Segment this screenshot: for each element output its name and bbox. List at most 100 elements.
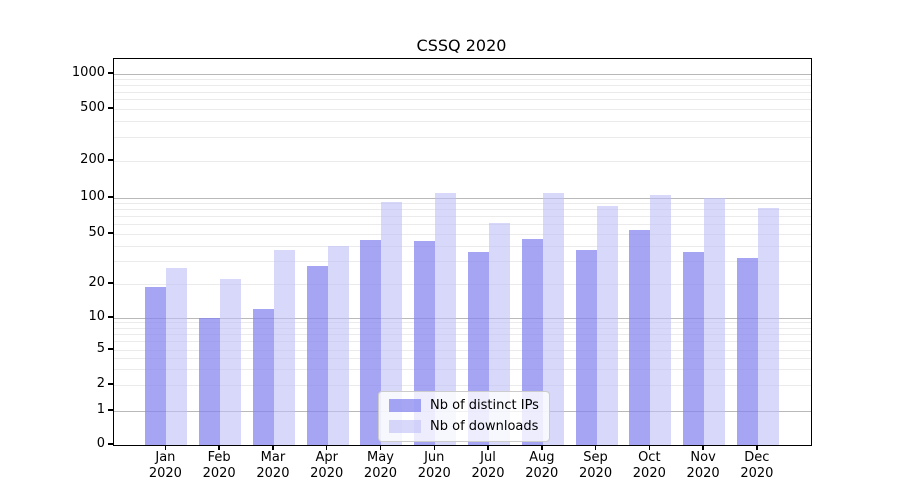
x-tick-month: Nov xyxy=(690,450,716,465)
x-tick-label: Mar 2020 xyxy=(245,450,301,482)
x-tick-label: Jan 2020 xyxy=(137,450,193,482)
legend-item-distinct-ips: Nb of distinct IPs xyxy=(389,397,539,414)
y-tick-mark xyxy=(108,72,113,74)
legend-swatch-downloads xyxy=(389,420,421,433)
y-tick-label: 5 xyxy=(96,341,105,356)
y-tick-mark xyxy=(108,232,113,234)
x-tick-mark xyxy=(379,445,382,450)
bar-downloads xyxy=(704,198,726,445)
y-gridline-minor xyxy=(114,349,811,351)
x-tick-year: 2020 xyxy=(202,466,236,481)
x-tick-mark xyxy=(541,445,543,450)
x-tick-month: Dec xyxy=(744,450,770,465)
x-tick-month: Jan xyxy=(155,450,176,465)
bar-downloads xyxy=(220,278,242,445)
bar-downloads xyxy=(650,194,672,445)
x-tick-year: 2020 xyxy=(471,466,505,481)
x-tick-label: Nov 2020 xyxy=(675,450,731,482)
bar-downloads xyxy=(381,201,403,445)
y-gridline-minor xyxy=(114,202,811,204)
plot-area xyxy=(113,58,812,446)
x-tick-mark xyxy=(648,445,651,450)
x-tick-label: Oct 2020 xyxy=(621,450,677,482)
x-tick-year: 2020 xyxy=(579,466,613,481)
y-tick-label: 100 xyxy=(80,189,105,204)
x-tick-month: Feb xyxy=(207,450,231,465)
x-tick-label: Jun 2020 xyxy=(406,450,462,482)
x-tick-month: Jun xyxy=(424,450,445,465)
x-tick-year: 2020 xyxy=(686,466,720,481)
x-tick-year: 2020 xyxy=(363,466,398,481)
y-gridline-major xyxy=(114,73,811,75)
bar-downloads xyxy=(166,267,188,445)
x-tick-year: 2020 xyxy=(148,466,182,481)
bar-distinct-ips xyxy=(306,265,328,445)
y-tick-mark xyxy=(108,282,113,284)
x-tick-month: Mar xyxy=(260,450,286,465)
y-tick-mark xyxy=(108,443,113,445)
y-tick-label: 200 xyxy=(80,152,105,167)
y-gridline-minor xyxy=(114,358,811,360)
x-tick-label: Sep 2020 xyxy=(568,450,624,482)
legend-item-downloads: Nb of downloads xyxy=(389,418,539,435)
legend-swatch-distinct-ips xyxy=(389,399,421,412)
y-gridline-minor xyxy=(114,283,811,285)
bar-downloads xyxy=(596,206,618,445)
x-tick-mark xyxy=(594,445,597,450)
x-tick-year: 2020 xyxy=(256,466,290,481)
y-tick-mark xyxy=(108,107,113,109)
y-gridline-minor xyxy=(114,91,811,93)
x-tick-year: 2020 xyxy=(310,466,344,481)
y-tick-label: 50 xyxy=(88,225,105,240)
bar-downloads xyxy=(327,246,349,445)
x-tick-mark xyxy=(433,445,435,450)
y-tick-mark xyxy=(108,383,113,385)
y-tick-mark xyxy=(108,196,113,198)
y-tick-mark xyxy=(108,348,113,350)
y-tick-label: 10 xyxy=(88,309,105,324)
y-gridline-minor xyxy=(114,322,811,324)
chart-legend: Nb of distinct IPs Nb of downloads xyxy=(378,391,550,442)
y-gridline-minor xyxy=(114,121,811,123)
x-tick-mark xyxy=(164,445,167,450)
y-tick-label: 1000 xyxy=(71,65,105,80)
x-tick-label: May 2020 xyxy=(352,450,408,482)
y-tick-label: 20 xyxy=(88,275,105,290)
bar-distinct-ips xyxy=(629,230,651,445)
y-tick-mark xyxy=(108,409,113,411)
x-tick-month: Sep xyxy=(583,450,608,465)
x-tick-mark xyxy=(218,445,220,450)
bar-distinct-ips xyxy=(575,250,597,445)
y-gridline-minor xyxy=(114,99,811,101)
y-gridline-minor xyxy=(114,369,811,370)
bar-downloads xyxy=(757,207,779,445)
y-gridline-minor xyxy=(114,384,811,386)
y-tick-label: 500 xyxy=(80,100,105,115)
y-gridline-minor xyxy=(114,84,811,86)
y-gridline-minor xyxy=(114,209,811,211)
bar-distinct-ips xyxy=(736,258,758,445)
y-gridline-minor xyxy=(114,341,811,343)
y-gridline-minor xyxy=(114,233,811,235)
x-tick-mark xyxy=(272,445,274,450)
bar-downloads xyxy=(542,192,564,445)
y-gridline-minor xyxy=(114,333,811,335)
x-tick-year: 2020 xyxy=(632,466,666,481)
x-tick-label: Feb 2020 xyxy=(191,450,247,482)
bar-downloads xyxy=(489,222,511,445)
y-gridline-minor xyxy=(114,108,811,110)
x-tick-month: Apr xyxy=(315,450,338,465)
y-tick-mark xyxy=(108,159,113,161)
x-tick-label: Aug 2020 xyxy=(514,450,570,482)
x-tick-mark xyxy=(756,445,758,450)
x-tick-year: 2020 xyxy=(525,466,559,481)
bar-downloads xyxy=(273,250,295,445)
x-tick-year: 2020 xyxy=(740,466,774,481)
y-tick-label: 2 xyxy=(96,376,105,391)
y-gridline-minor xyxy=(114,327,811,329)
legend-label-downloads: Nb of downloads xyxy=(430,419,539,434)
x-tick-month: Jul xyxy=(480,450,496,465)
y-gridline-minor xyxy=(114,261,811,263)
y-tick-label: 0 xyxy=(96,436,105,451)
chart-title: CSSQ 2020 xyxy=(416,36,507,55)
